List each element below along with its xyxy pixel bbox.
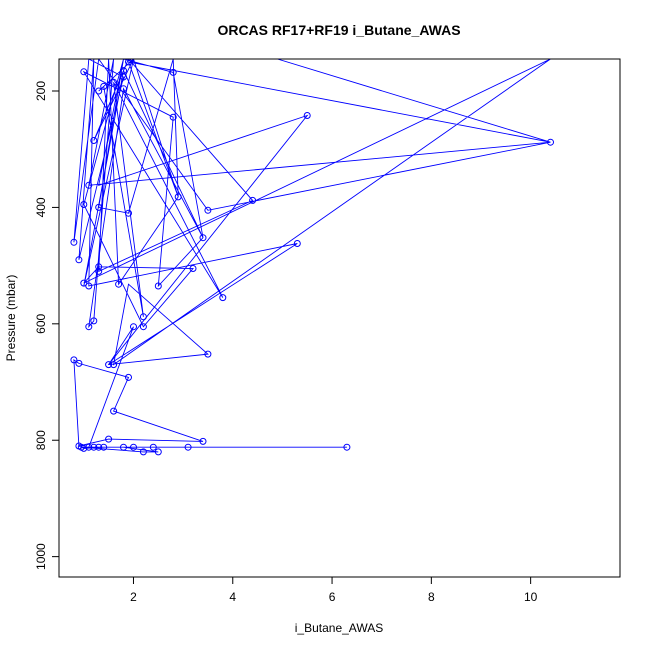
data-point [169, 113, 177, 121]
x-tick-label: 8 [428, 590, 435, 604]
data-point [85, 323, 93, 331]
data-point [149, 443, 157, 451]
data-point [85, 181, 93, 189]
data-point [184, 443, 192, 451]
data-point [303, 112, 311, 119]
x-tick-label: 10 [524, 590, 538, 604]
data-point [139, 448, 147, 456]
data-point [130, 323, 137, 331]
x-axis-label: i_Butane_AWAS [295, 621, 384, 635]
data-point [293, 240, 301, 247]
data-point [125, 59, 132, 66]
data-point [70, 238, 78, 246]
x-axis: 2 4 6 8 10 [130, 577, 538, 604]
y-tick-label: 200 [34, 81, 48, 101]
y-axis-label: Pressure (mbar) [4, 275, 18, 362]
data-point [75, 359, 83, 367]
data-point [130, 443, 137, 451]
data-point [95, 267, 103, 275]
data-point [70, 356, 78, 364]
data-point [169, 68, 177, 76]
x-tick-label: 4 [229, 590, 236, 604]
data-point [110, 407, 118, 415]
data-point [80, 279, 88, 287]
data-point [204, 206, 212, 214]
data-point [80, 201, 88, 208]
x-tick-label: 2 [130, 590, 137, 604]
data-point [154, 282, 162, 290]
data-point [100, 82, 108, 90]
data-point [85, 282, 93, 290]
chart-title: ORCAS RF17+RF19 i_Butane_AWAS [217, 22, 460, 38]
data-point [125, 373, 132, 381]
data-point [95, 263, 103, 271]
data-point [204, 350, 212, 358]
x-tick-label: 6 [329, 590, 336, 604]
data-point [80, 444, 88, 452]
data-point [249, 196, 257, 204]
data-point [219, 294, 227, 302]
plot-frame [58, 58, 621, 578]
y-tick-label: 400 [34, 197, 48, 217]
data-point [95, 87, 103, 95]
y-tick-label: 1000 [34, 543, 48, 570]
y-tick-label: 800 [34, 430, 48, 450]
data-point [189, 265, 197, 272]
data-point [115, 280, 123, 288]
y-axis: 200 400 600 800 1000 [34, 81, 59, 570]
data-point [95, 203, 103, 211]
data-point [105, 435, 113, 443]
data-point [120, 67, 127, 75]
data-point [110, 78, 118, 86]
data-point [110, 361, 118, 369]
data-point [199, 437, 207, 445]
data-point [174, 193, 182, 201]
y-tick-label: 600 [34, 313, 48, 333]
series-line [73, 59, 551, 453]
data-point [120, 443, 127, 451]
data-point [139, 323, 147, 331]
data-point [90, 137, 98, 144]
data-point [120, 85, 127, 93]
data-point [199, 234, 207, 242]
data-layer [70, 59, 554, 456]
data-point [90, 443, 98, 451]
data-point [547, 138, 554, 146]
data-point [85, 443, 93, 451]
data-point [105, 361, 113, 369]
data-point [125, 209, 132, 217]
data-point [154, 448, 162, 456]
data-point [343, 443, 351, 451]
data-point [139, 313, 147, 321]
data-point [90, 317, 98, 325]
data-point [100, 443, 108, 451]
data-point [80, 68, 88, 76]
data-point [95, 443, 103, 451]
data-point [75, 256, 83, 264]
